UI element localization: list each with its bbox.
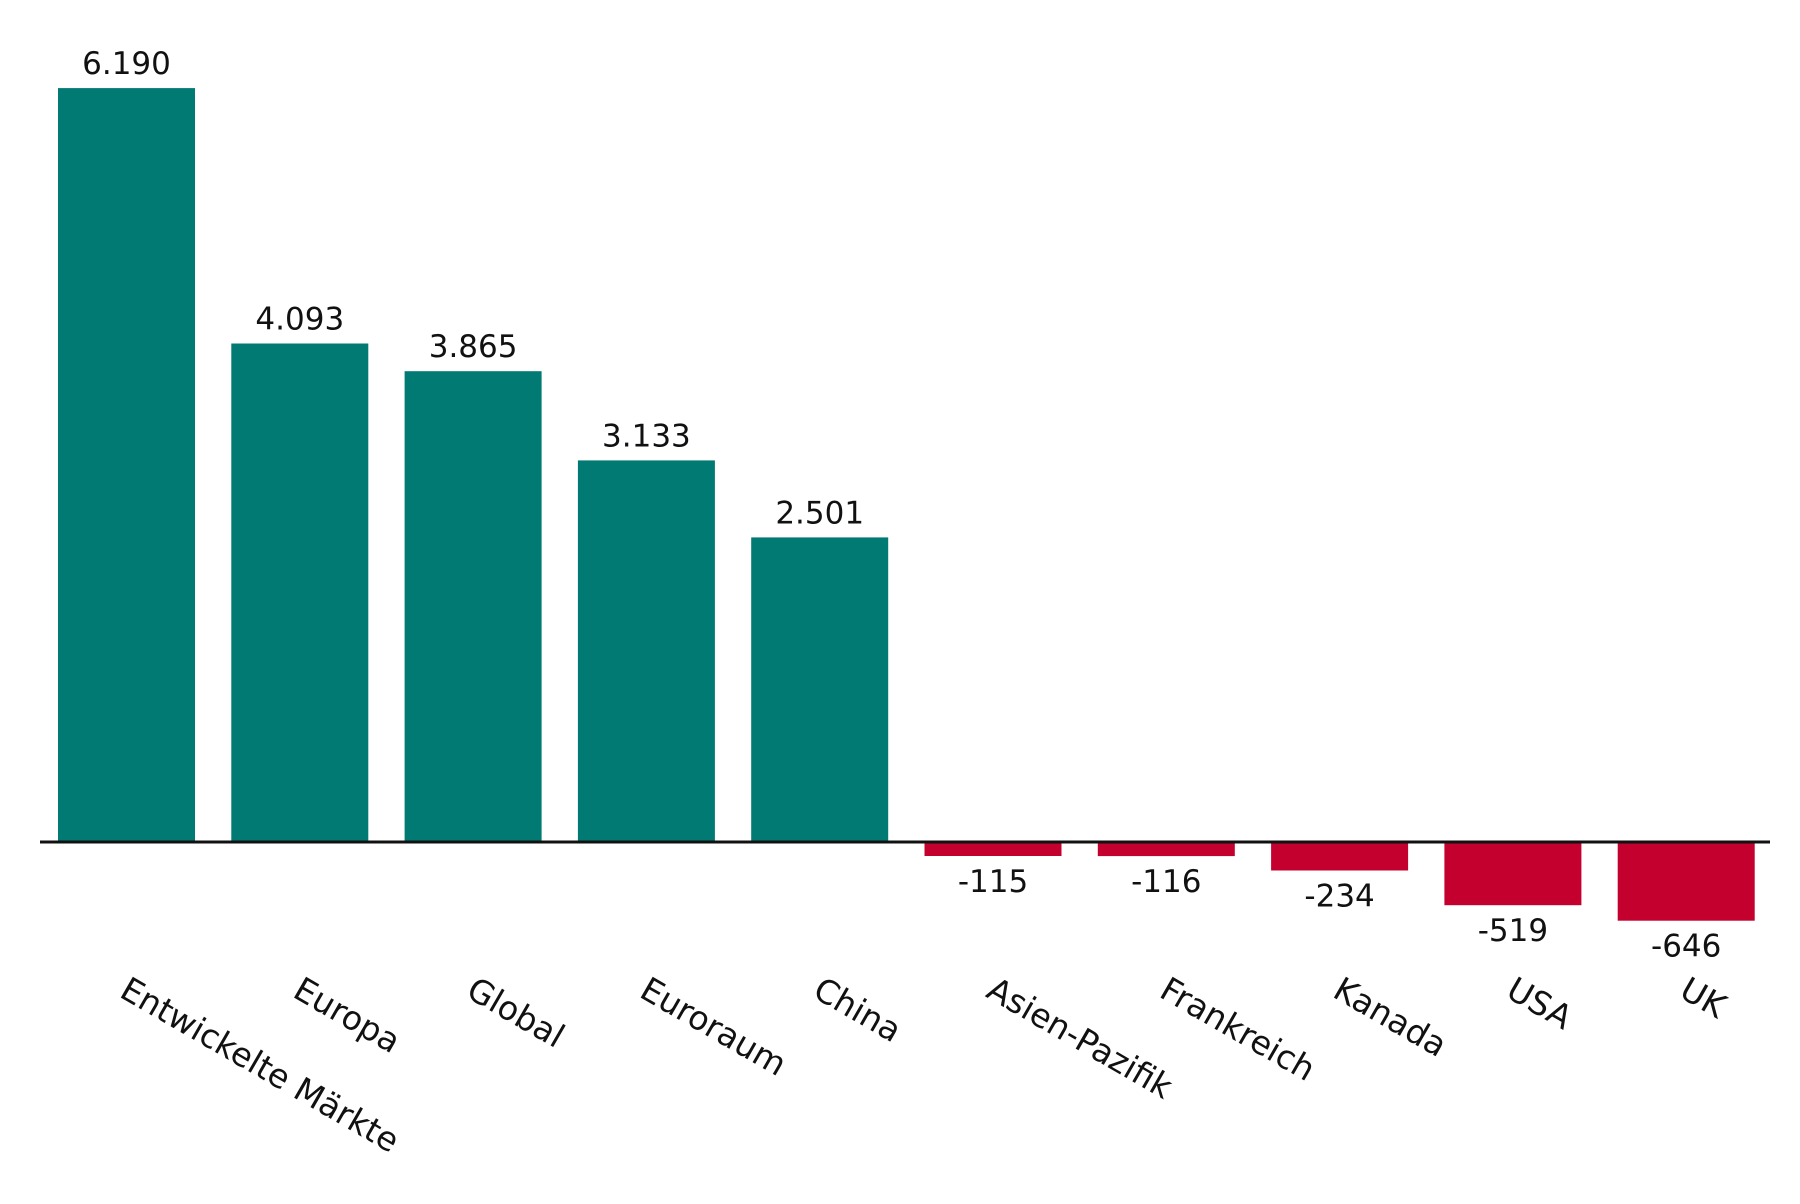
- category-label-europa: Europa: [287, 969, 407, 1061]
- category-label-frankreich: Frankreich: [1154, 969, 1322, 1089]
- value-label-usa: -519: [1478, 913, 1548, 949]
- bar-frankreich: [1097, 842, 1235, 857]
- value-label-frankreich: -116: [1131, 864, 1201, 900]
- value-label-global: 3.865: [429, 329, 518, 365]
- value-label-kanada: -234: [1304, 879, 1374, 915]
- value-labels-layer: 6.190 4.093 3.865 3.133 2.501 -115 -116 -234 -51…: [82, 46, 1721, 965]
- bar-euroraum: [577, 460, 715, 842]
- value-label-euroraum: 3.133: [602, 418, 691, 454]
- value-label-asien-pazifik: -115: [958, 864, 1028, 900]
- category-label-entwickelte-maerkte: Entwickelte Märkte: [114, 969, 406, 1160]
- bar-asien-pazifik: [924, 842, 1062, 856]
- category-label-asien-pazifik: Asien-Pazifik: [981, 969, 1181, 1107]
- bars-layer: [58, 88, 1755, 921]
- bar-china: [751, 537, 889, 842]
- bar-global: [404, 371, 542, 842]
- bar-kanada: [1271, 842, 1409, 871]
- category-label-global: Global: [461, 969, 572, 1055]
- category-label-uk: UK: [1674, 969, 1734, 1026]
- category-label-usa: USA: [1500, 969, 1579, 1037]
- category-label-china: China: [807, 969, 908, 1050]
- bar-usa: [1444, 842, 1582, 906]
- category-label-kanada: Kanada: [1327, 969, 1454, 1065]
- bar-entwickelte-maerkte: [58, 88, 195, 843]
- value-label-europa: 4.093: [255, 302, 344, 338]
- bar-uk: [1617, 842, 1755, 921]
- value-label-uk: -646: [1651, 929, 1721, 965]
- value-label-china: 2.501: [775, 495, 864, 531]
- value-label-entwickelte-maerkte: 6.190: [82, 46, 171, 82]
- bar-europa: [231, 343, 369, 842]
- category-label-euroraum: Euroraum: [634, 969, 793, 1084]
